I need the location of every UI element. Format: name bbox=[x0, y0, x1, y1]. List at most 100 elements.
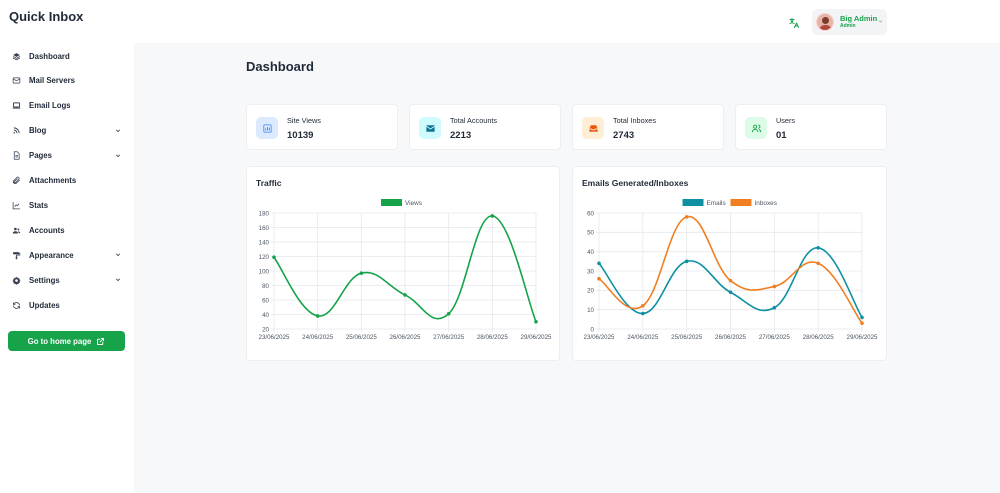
stat-card-site-views: Site Views 10139 bbox=[246, 104, 398, 150]
data-point-emails[interactable] bbox=[772, 305, 777, 310]
sidebar-item-label: Accounts bbox=[29, 225, 65, 235]
stat-label: Total Inboxes bbox=[613, 116, 656, 125]
y-tick-label: 60 bbox=[262, 297, 269, 304]
data-point-views[interactable] bbox=[534, 319, 538, 324]
data-point-inboxes[interactable] bbox=[772, 284, 777, 289]
sidebar-item-dashboard[interactable]: Dashboard bbox=[11, 49, 123, 63]
y-tick-label: 80 bbox=[262, 283, 269, 290]
data-point-views[interactable] bbox=[403, 293, 407, 297]
data-point-views[interactable] bbox=[490, 214, 495, 218]
x-tick-label: 27/06/2025 bbox=[433, 334, 465, 341]
legend-item-inboxes[interactable]: Inboxes bbox=[730, 199, 777, 207]
y-tick-label: 180 bbox=[259, 210, 270, 217]
data-point-inboxes[interactable] bbox=[641, 304, 645, 308]
x-tick-label: 26/06/2025 bbox=[715, 334, 747, 341]
translate-icon[interactable] bbox=[786, 15, 802, 31]
data-point-inboxes[interactable] bbox=[684, 215, 689, 219]
x-tick-label: 25/06/2025 bbox=[671, 334, 703, 341]
sidebar-item-email-logs[interactable]: Email Logs bbox=[11, 99, 123, 113]
data-point-inboxes[interactable] bbox=[860, 321, 864, 325]
sidebar-item-label: Stats bbox=[29, 200, 49, 210]
stat-value: 2213 bbox=[450, 130, 472, 141]
x-tick-label: 29/06/2025 bbox=[521, 334, 553, 341]
chevron-down-icon bbox=[115, 278, 121, 282]
data-point-emails[interactable] bbox=[860, 315, 864, 320]
avatar bbox=[816, 13, 834, 31]
paperclip-icon bbox=[11, 176, 21, 186]
data-point-emails[interactable] bbox=[728, 290, 733, 295]
inbox-icon bbox=[582, 117, 604, 139]
sidebar-item-settings[interactable]: Settings bbox=[11, 273, 123, 287]
x-tick-label: 24/06/2025 bbox=[627, 334, 659, 341]
sidebar-item-label: Mail Servers bbox=[29, 76, 75, 86]
sidebar-item-appearance[interactable]: Appearance bbox=[11, 248, 123, 262]
chart-grid bbox=[271, 212, 537, 332]
emails-chart-card: 0 10 20 30 40 50 60 23/06/2025 24/06/2025 25/06/2… bbox=[572, 166, 887, 361]
go-to-home-page-button[interactable]: Go to home page bbox=[8, 331, 125, 351]
legend-item-views[interactable]: Views bbox=[381, 199, 422, 207]
bar-chart-icon bbox=[256, 117, 278, 139]
legend-item-emails[interactable]: Emails bbox=[682, 199, 726, 207]
legend-swatch bbox=[381, 199, 402, 206]
sidebar-item-accounts[interactable]: Accounts bbox=[11, 223, 123, 237]
paint-roller-icon bbox=[11, 250, 21, 260]
chart-grid bbox=[596, 212, 863, 332]
sidebar-item-pages[interactable]: Pages bbox=[11, 149, 123, 163]
sidebar-item-attachments[interactable]: Attachments bbox=[11, 174, 123, 188]
laptop-icon bbox=[11, 101, 21, 111]
brand-logo[interactable]: Quick Inbox bbox=[9, 9, 84, 24]
sidebar-item-label: Attachments bbox=[29, 176, 77, 185]
sidebar-item-label: Pages bbox=[29, 151, 52, 161]
traffic-chart-card: 20 40 60 80 100 120 140 160 180 23/06/2025 24/06/2… bbox=[246, 166, 560, 361]
data-point-emails[interactable] bbox=[641, 311, 645, 316]
sidebar-item-label: Updates bbox=[29, 300, 60, 310]
x-tick-label: 28/06/2025 bbox=[803, 334, 835, 341]
data-point-inboxes[interactable] bbox=[816, 261, 820, 266]
external-link-icon bbox=[97, 337, 105, 345]
data-point-inboxes[interactable] bbox=[597, 276, 601, 281]
sidebar-item-label: Settings bbox=[29, 275, 60, 285]
x-tick-label: 25/06/2025 bbox=[346, 334, 378, 341]
data-point-emails[interactable] bbox=[597, 261, 601, 266]
x-tick-label: 27/06/2025 bbox=[759, 334, 791, 341]
stat-label: Site Views bbox=[287, 116, 321, 125]
sidebar-item-blog[interactable]: Blog bbox=[11, 124, 123, 138]
sidebar-item-stats[interactable]: Stats bbox=[11, 198, 123, 212]
stat-value: 01 bbox=[776, 130, 787, 141]
x-tick-label: 26/06/2025 bbox=[390, 334, 422, 341]
y-tick-label: 40 bbox=[262, 312, 269, 319]
data-point-views[interactable] bbox=[315, 314, 320, 318]
user-role: Admin bbox=[840, 23, 856, 30]
data-point-views[interactable] bbox=[359, 271, 364, 275]
envelope-icon bbox=[11, 76, 21, 86]
y-tick-label: 0 bbox=[591, 326, 595, 333]
main-content: Dashboard Site Views 10139 Total Accounts 2… bbox=[134, 43, 1000, 493]
sidebar-item-label: Email Logs bbox=[29, 101, 71, 111]
home-button-label: Go to home page bbox=[27, 336, 92, 346]
sidebar-item-label: Dashboard bbox=[29, 51, 70, 61]
user-menu[interactable]: Big Admin Admin bbox=[812, 9, 887, 35]
sidebar-item-updates[interactable]: Updates bbox=[11, 298, 123, 312]
traffic-chart: 20 40 60 80 100 120 140 160 180 23/06/2025 24/06/2… bbox=[259, 199, 553, 341]
data-point-emails[interactable] bbox=[684, 259, 689, 264]
data-point-inboxes[interactable] bbox=[728, 278, 733, 283]
sidebar-item-label: Blog bbox=[29, 126, 47, 136]
stat-card-users: Users 01 bbox=[735, 104, 887, 150]
data-point-emails[interactable] bbox=[816, 246, 820, 250]
chevron-down-icon bbox=[115, 253, 121, 257]
envelope-icon bbox=[419, 117, 441, 139]
x-tick-label: 23/06/2025 bbox=[259, 334, 291, 341]
y-tick-label: 50 bbox=[587, 230, 594, 237]
data-point-views[interactable] bbox=[446, 311, 451, 316]
y-tick-label: 120 bbox=[259, 254, 270, 261]
legend-label: Inboxes bbox=[755, 200, 777, 207]
rss-icon bbox=[11, 126, 21, 136]
sidebar-item-mail-servers[interactable]: Mail Servers bbox=[11, 74, 123, 88]
data-point-views[interactable] bbox=[272, 255, 276, 260]
user-name: Big Admin bbox=[840, 13, 878, 23]
users-icon bbox=[745, 117, 767, 139]
stat-card-total-inboxes: Total Inboxes 2743 bbox=[572, 104, 724, 150]
y-tick-label: 100 bbox=[259, 268, 270, 275]
x-tick-label: 24/06/2025 bbox=[302, 334, 334, 341]
x-tick-label: 29/06/2025 bbox=[847, 334, 879, 341]
